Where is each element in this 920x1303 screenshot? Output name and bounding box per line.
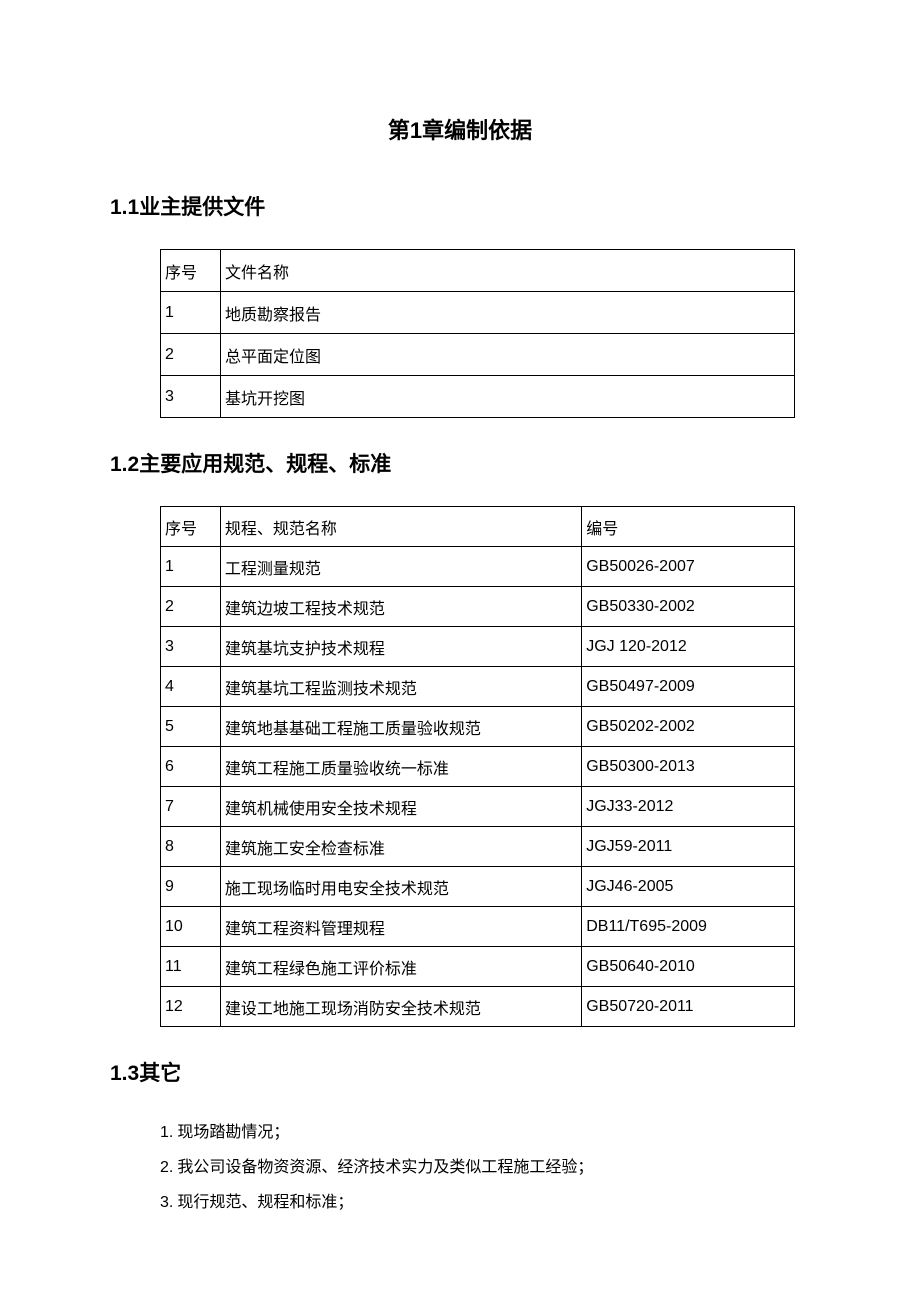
table-cell-code: GB50330-2002	[582, 587, 795, 627]
section-1-title: 1.1业主提供文件	[110, 191, 810, 221]
table-cell-code: GB50026-2007	[582, 547, 795, 587]
table-row: 10 建筑工程资料管理规程 DB11/T695-2009	[161, 907, 795, 947]
table-header-seq: 序号	[161, 250, 221, 292]
table-header-name: 规程、规范名称	[220, 507, 581, 547]
list-item: 1. 现场踏勘情况；	[160, 1115, 810, 1150]
table-row: 12 建设工地施工现场消防安全技术规范 GB50720-2011	[161, 987, 795, 1027]
table-cell-code: GB50202-2002	[582, 707, 795, 747]
table-cell-num: 2	[161, 587, 221, 627]
table-header-code: 编号	[582, 507, 795, 547]
list-item-num: 2.	[160, 1159, 173, 1176]
table-cell-num: 2	[161, 334, 221, 376]
table-cell-num: 7	[161, 787, 221, 827]
table-header-filename: 文件名称	[220, 250, 794, 292]
table-header-row: 序号 规程、规范名称 编号	[161, 507, 795, 547]
table-owner-documents: 序号 文件名称 1 地质勘察报告 2 总平面定位图 3 基坑开挖图	[160, 249, 795, 418]
table-cell-name: 施工现场临时用电安全技术规范	[220, 867, 581, 907]
table-cell-name: 总平面定位图	[220, 334, 794, 376]
table-cell-code: GB50720-2011	[582, 987, 795, 1027]
table-cell-num: 1	[161, 547, 221, 587]
list-item-text: 现行规范、规程和标准；	[173, 1194, 353, 1211]
table-row: 1 工程测量规范 GB50026-2007	[161, 547, 795, 587]
table-cell-num: 6	[161, 747, 221, 787]
table-cell-name: 建筑施工安全检查标准	[220, 827, 581, 867]
table-cell-code: GB50640-2010	[582, 947, 795, 987]
table-cell-name: 建筑基坑支护技术规程	[220, 627, 581, 667]
table-row: 1 地质勘察报告	[161, 292, 795, 334]
table-cell-num: 12	[161, 987, 221, 1027]
table-cell-name: 建筑工程资料管理规程	[220, 907, 581, 947]
table-cell-name: 建筑工程施工质量验收统一标准	[220, 747, 581, 787]
table-row: 4 建筑基坑工程监测技术规范 GB50497-2009	[161, 667, 795, 707]
table-cell-code: JGJ33-2012	[582, 787, 795, 827]
table-cell-code: DB11/T695-2009	[582, 907, 795, 947]
table-row: 3 建筑基坑支护技术规程 JGJ 120-2012	[161, 627, 795, 667]
table-header-row: 序号 文件名称	[161, 250, 795, 292]
table-row: 2 总平面定位图	[161, 334, 795, 376]
table-cell-name: 地质勘察报告	[220, 292, 794, 334]
table-cell-num: 10	[161, 907, 221, 947]
table-row: 11 建筑工程绿色施工评价标准 GB50640-2010	[161, 947, 795, 987]
table-cell-num: 9	[161, 867, 221, 907]
table-cell-code: JGJ59-2011	[582, 827, 795, 867]
table-cell-code: GB50497-2009	[582, 667, 795, 707]
table-row: 5 建筑地基基础工程施工质量验收规范 GB50202-2002	[161, 707, 795, 747]
table-standards: 序号 规程、规范名称 编号 1 工程测量规范 GB50026-2007 2 建筑…	[160, 506, 795, 1027]
table-row: 6 建筑工程施工质量验收统一标准 GB50300-2013	[161, 747, 795, 787]
table-cell-num: 3	[161, 376, 221, 418]
table-cell-num: 4	[161, 667, 221, 707]
list-item: 2. 我公司设备物资资源、经济技术实力及类似工程施工经验；	[160, 1150, 810, 1185]
list-item-num: 3.	[160, 1194, 173, 1211]
table-cell-num: 8	[161, 827, 221, 867]
other-list: 1. 现场踏勘情况； 2. 我公司设备物资资源、经济技术实力及类似工程施工经验；…	[160, 1115, 810, 1221]
list-item-text: 我公司设备物资资源、经济技术实力及类似工程施工经验；	[173, 1159, 593, 1176]
table-cell-name: 基坑开挖图	[220, 376, 794, 418]
table-cell-num: 11	[161, 947, 221, 987]
table-cell-num: 5	[161, 707, 221, 747]
chapter-title: 第1章编制依据	[110, 113, 810, 145]
table-cell-name: 工程测量规范	[220, 547, 581, 587]
table-cell-code: JGJ 120-2012	[582, 627, 795, 667]
section-3-title: 1.3其它	[110, 1057, 810, 1087]
table-cell-code: JGJ46-2005	[582, 867, 795, 907]
list-item-text: 现场踏勘情况；	[173, 1124, 289, 1141]
table-cell-num: 3	[161, 627, 221, 667]
table-header-seq: 序号	[161, 507, 221, 547]
table-cell-name: 建筑基坑工程监测技术规范	[220, 667, 581, 707]
table-cell-name: 建设工地施工现场消防安全技术规范	[220, 987, 581, 1027]
table-row: 3 基坑开挖图	[161, 376, 795, 418]
table-cell-name: 建筑机械使用安全技术规程	[220, 787, 581, 827]
table-cell-name: 建筑边坡工程技术规范	[220, 587, 581, 627]
table-cell-name: 建筑工程绿色施工评价标准	[220, 947, 581, 987]
list-item: 3. 现行规范、规程和标准；	[160, 1185, 810, 1220]
table-cell-code: GB50300-2013	[582, 747, 795, 787]
list-item-num: 1.	[160, 1124, 173, 1141]
table-cell-name: 建筑地基基础工程施工质量验收规范	[220, 707, 581, 747]
table-cell-num: 1	[161, 292, 221, 334]
table-row: 7 建筑机械使用安全技术规程 JGJ33-2012	[161, 787, 795, 827]
table-row: 8 建筑施工安全检查标准 JGJ59-2011	[161, 827, 795, 867]
table-row: 9 施工现场临时用电安全技术规范 JGJ46-2005	[161, 867, 795, 907]
section-2-title: 1.2主要应用规范、规程、标准	[110, 448, 810, 478]
table-row: 2 建筑边坡工程技术规范 GB50330-2002	[161, 587, 795, 627]
